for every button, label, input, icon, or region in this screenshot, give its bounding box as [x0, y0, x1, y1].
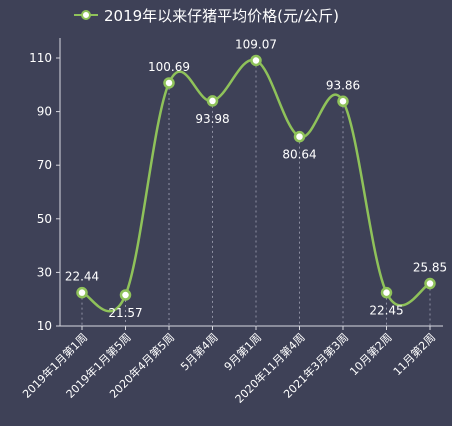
- data-point: [163, 77, 175, 89]
- legend-label: 2019年以来仔猪平均价格(元/公斤): [104, 6, 339, 25]
- y-tick-label: 30: [37, 265, 52, 279]
- x-tick-label: 9月第1周: [221, 330, 264, 373]
- y-tick-label: 10: [37, 319, 52, 333]
- y-tick-label: 50: [37, 212, 52, 226]
- data-label: 109.07: [235, 37, 277, 51]
- data-label: 80.64: [282, 148, 316, 162]
- y-tick-label: 70: [37, 158, 52, 172]
- y-tick-label: 110: [29, 51, 52, 65]
- legend-line-marker-icon: [74, 8, 98, 22]
- data-point: [206, 95, 219, 107]
- y-tick-label: 90: [37, 105, 52, 119]
- x-tick-label: 10月第2周: [347, 330, 395, 378]
- data-label: 100.69: [148, 60, 190, 74]
- x-tick-label: 11月第2周: [390, 330, 438, 378]
- data-label: 93.98: [195, 112, 229, 126]
- data-label: 22.44: [65, 270, 99, 284]
- data-point: [337, 95, 349, 108]
- data-label: 22.45: [369, 304, 403, 318]
- data-point: [424, 277, 436, 290]
- data-point: [293, 130, 306, 143]
- data-label: 21.57: [108, 306, 142, 320]
- data-label: 25.85: [413, 261, 447, 275]
- data-point: [380, 286, 393, 299]
- data-label: 93.86: [326, 78, 360, 92]
- data-point: [250, 54, 262, 67]
- legend[interactable]: 2019年以来仔猪平均价格(元/公斤): [74, 4, 339, 26]
- data-point: [76, 286, 88, 299]
- data-point: [119, 289, 132, 301]
- x-tick-label: 5月第4周: [177, 330, 220, 373]
